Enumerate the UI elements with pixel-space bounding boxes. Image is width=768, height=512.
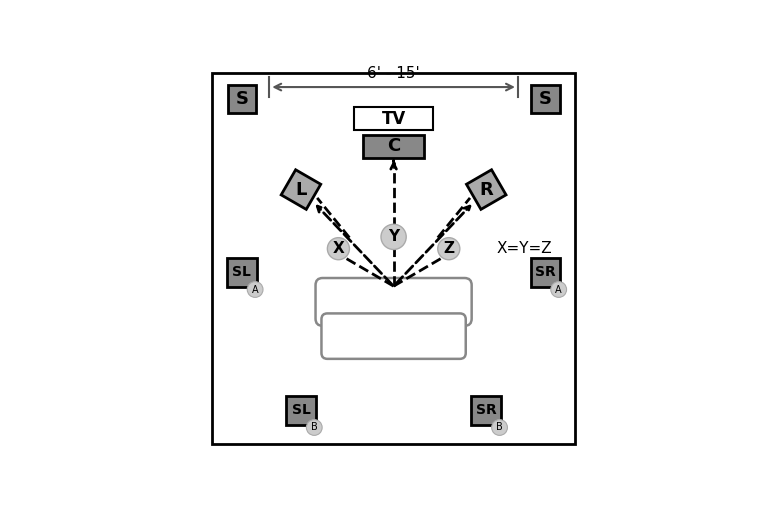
Text: S: S <box>235 90 248 108</box>
Text: 6' - 15': 6' - 15' <box>367 66 420 81</box>
Circle shape <box>306 420 322 435</box>
Text: SL: SL <box>292 403 310 417</box>
Bar <box>531 84 560 113</box>
Text: X=Y=Z: X=Y=Z <box>496 241 551 256</box>
Polygon shape <box>281 170 321 209</box>
Bar <box>531 258 560 287</box>
Text: R: R <box>479 181 493 199</box>
Bar <box>227 84 256 113</box>
Text: A: A <box>555 285 562 294</box>
Polygon shape <box>466 170 506 209</box>
Text: Z: Z <box>443 241 455 256</box>
Circle shape <box>247 282 263 297</box>
Text: A: A <box>252 285 259 294</box>
Text: SL: SL <box>233 265 251 280</box>
Text: SR: SR <box>476 403 497 417</box>
Text: X: X <box>333 241 344 256</box>
Bar <box>227 258 257 287</box>
Text: B: B <box>496 422 503 433</box>
Circle shape <box>551 282 567 297</box>
Bar <box>472 396 501 425</box>
Text: B: B <box>311 422 318 433</box>
Circle shape <box>327 238 349 260</box>
Text: Y: Y <box>388 229 399 244</box>
Bar <box>363 135 424 158</box>
Bar <box>354 107 433 130</box>
Circle shape <box>381 224 406 249</box>
FancyBboxPatch shape <box>322 313 465 359</box>
Text: SR: SR <box>535 265 556 280</box>
Bar <box>286 396 316 425</box>
Text: L: L <box>295 181 306 199</box>
Text: TV: TV <box>382 110 406 127</box>
FancyBboxPatch shape <box>316 278 472 326</box>
Circle shape <box>492 420 508 435</box>
Text: C: C <box>387 137 400 155</box>
Text: S: S <box>539 90 552 108</box>
Circle shape <box>438 238 460 260</box>
